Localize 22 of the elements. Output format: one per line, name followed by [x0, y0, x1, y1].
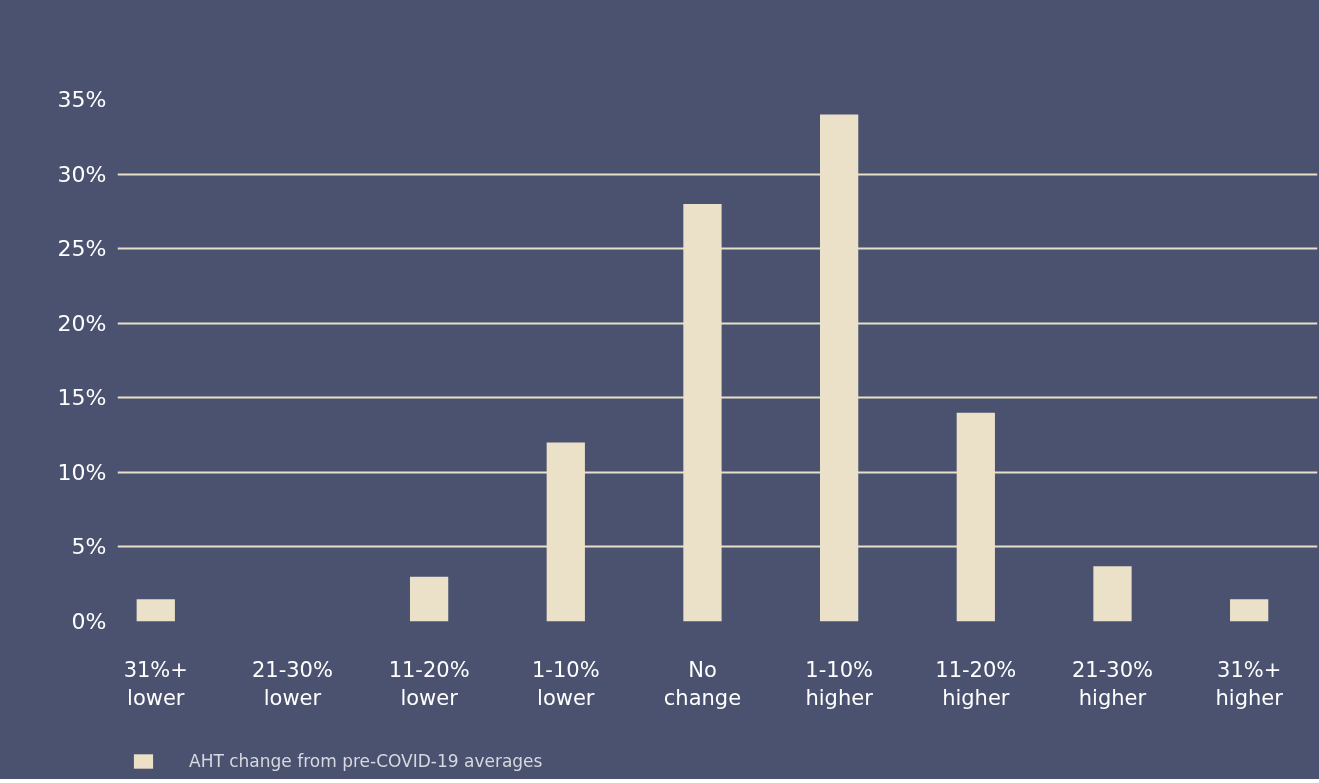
bar: [409, 576, 449, 622]
bar: [1093, 566, 1132, 622]
x-tick-label: No change: [663, 657, 742, 711]
x-tick-label: 11-20% lower: [388, 657, 470, 711]
x-tick-label: 31%+ lower: [123, 657, 188, 711]
bar: [1230, 599, 1269, 622]
y-tick-label: 30%: [57, 161, 107, 187]
legend-label: AHT change from pre-COVID-19 averages: [189, 751, 543, 771]
x-tick-label: 1-10% lower: [531, 657, 600, 711]
y-tick-label: 35%: [57, 87, 107, 112]
x-tick-label: 21-30% lower: [251, 657, 333, 711]
bar: [136, 599, 175, 622]
x-tick-label: 31%+ higher: [1215, 657, 1284, 711]
y-tick-label: 25%: [57, 236, 107, 262]
x-tick-label: 1-10% higher: [805, 657, 874, 711]
x-tick-label: 11-20% higher: [935, 657, 1017, 711]
y-tick-label: 15%: [57, 385, 107, 411]
y-tick-label: 10%: [57, 459, 107, 485]
y-tick-label: 20%: [57, 310, 107, 336]
y-tick-label: 5%: [71, 534, 107, 560]
y-tick-label: 0%: [71, 609, 107, 634]
x-tick-label: 21-30% higher: [1072, 657, 1153, 711]
